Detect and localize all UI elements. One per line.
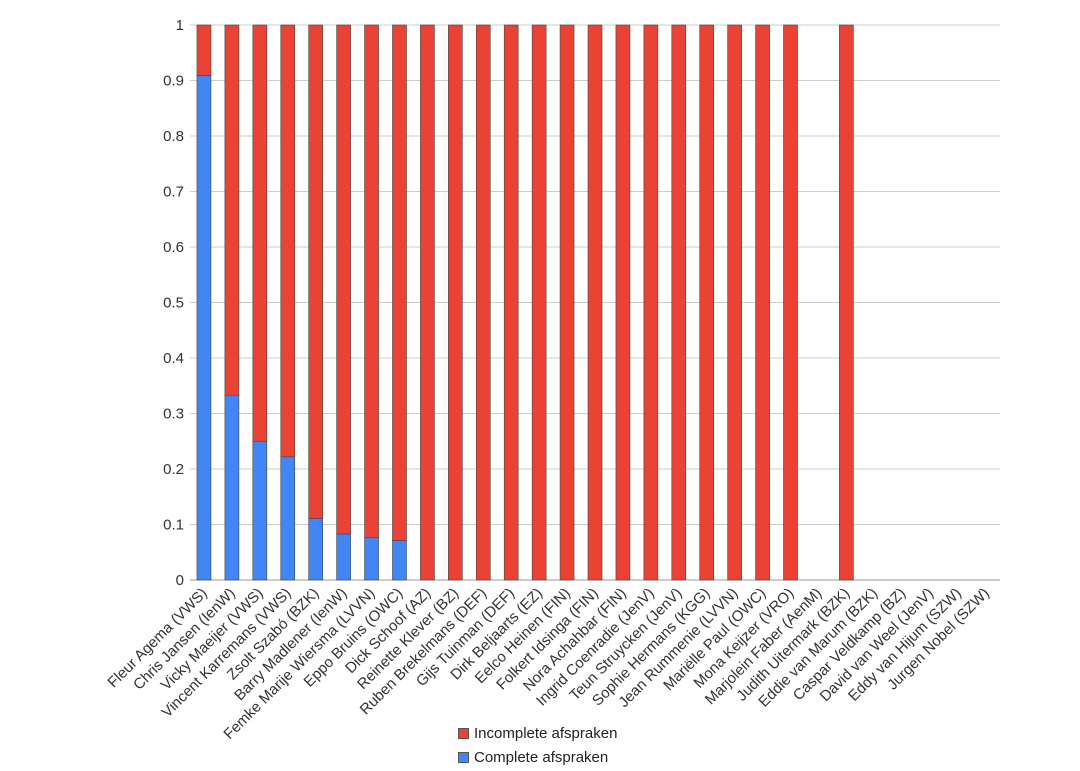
bar-incomplete bbox=[336, 24, 351, 535]
bar-incomplete bbox=[224, 24, 240, 396]
bar-complete bbox=[308, 518, 323, 581]
y-tick-label: 0.5 bbox=[163, 295, 184, 312]
y-tick-label: 0.9 bbox=[163, 73, 184, 90]
bar-incomplete bbox=[643, 24, 659, 581]
legend-swatch-complete bbox=[458, 752, 469, 763]
bar-complete bbox=[392, 540, 407, 581]
bar-incomplete bbox=[755, 24, 770, 581]
bar-incomplete bbox=[559, 24, 575, 581]
bar-incomplete bbox=[252, 24, 268, 442]
bar-complete bbox=[280, 456, 296, 581]
bar-incomplete bbox=[475, 24, 491, 581]
y-tick-label: 1 bbox=[176, 17, 184, 34]
y-tick-label: 0.7 bbox=[163, 184, 184, 201]
y-tick-label: 0.4 bbox=[163, 350, 184, 367]
y-tick-label: 0.6 bbox=[163, 239, 184, 256]
y-tick-label: 0.1 bbox=[163, 517, 184, 534]
bar-complete bbox=[224, 394, 240, 581]
bar-incomplete bbox=[392, 24, 407, 541]
bar-incomplete bbox=[196, 24, 212, 76]
bar-incomplete bbox=[531, 24, 547, 581]
bar-incomplete bbox=[615, 24, 631, 581]
y-tick-label: 0.2 bbox=[163, 461, 184, 478]
bar-complete bbox=[336, 533, 351, 581]
legend-swatch-incomplete bbox=[458, 728, 469, 739]
bar-incomplete bbox=[699, 24, 715, 581]
bar-incomplete bbox=[839, 24, 854, 581]
legend-item-complete: Complete afspraken bbox=[458, 749, 608, 766]
y-tick-label: 0 bbox=[176, 572, 184, 589]
bar-incomplete bbox=[783, 24, 798, 581]
bar-complete bbox=[252, 440, 268, 581]
y-tick-label: 0.3 bbox=[163, 406, 184, 423]
legend-label-incomplete: Incomplete afspraken bbox=[474, 725, 618, 742]
bar-incomplete bbox=[364, 24, 379, 538]
legend-label-complete: Complete afspraken bbox=[474, 749, 609, 766]
bar-incomplete bbox=[448, 24, 463, 581]
bar-incomplete bbox=[671, 24, 687, 581]
bar-complete bbox=[196, 75, 212, 581]
bar-incomplete bbox=[587, 24, 603, 581]
bar-incomplete bbox=[280, 24, 296, 458]
y-tick-label: 0.8 bbox=[163, 128, 184, 145]
bar-incomplete bbox=[503, 24, 519, 581]
bar-incomplete bbox=[308, 24, 323, 519]
bar-incomplete bbox=[727, 24, 742, 581]
legend-item-incomplete: Incomplete afspraken bbox=[458, 725, 617, 742]
bar-complete bbox=[364, 536, 379, 581]
bar-incomplete bbox=[420, 24, 435, 581]
